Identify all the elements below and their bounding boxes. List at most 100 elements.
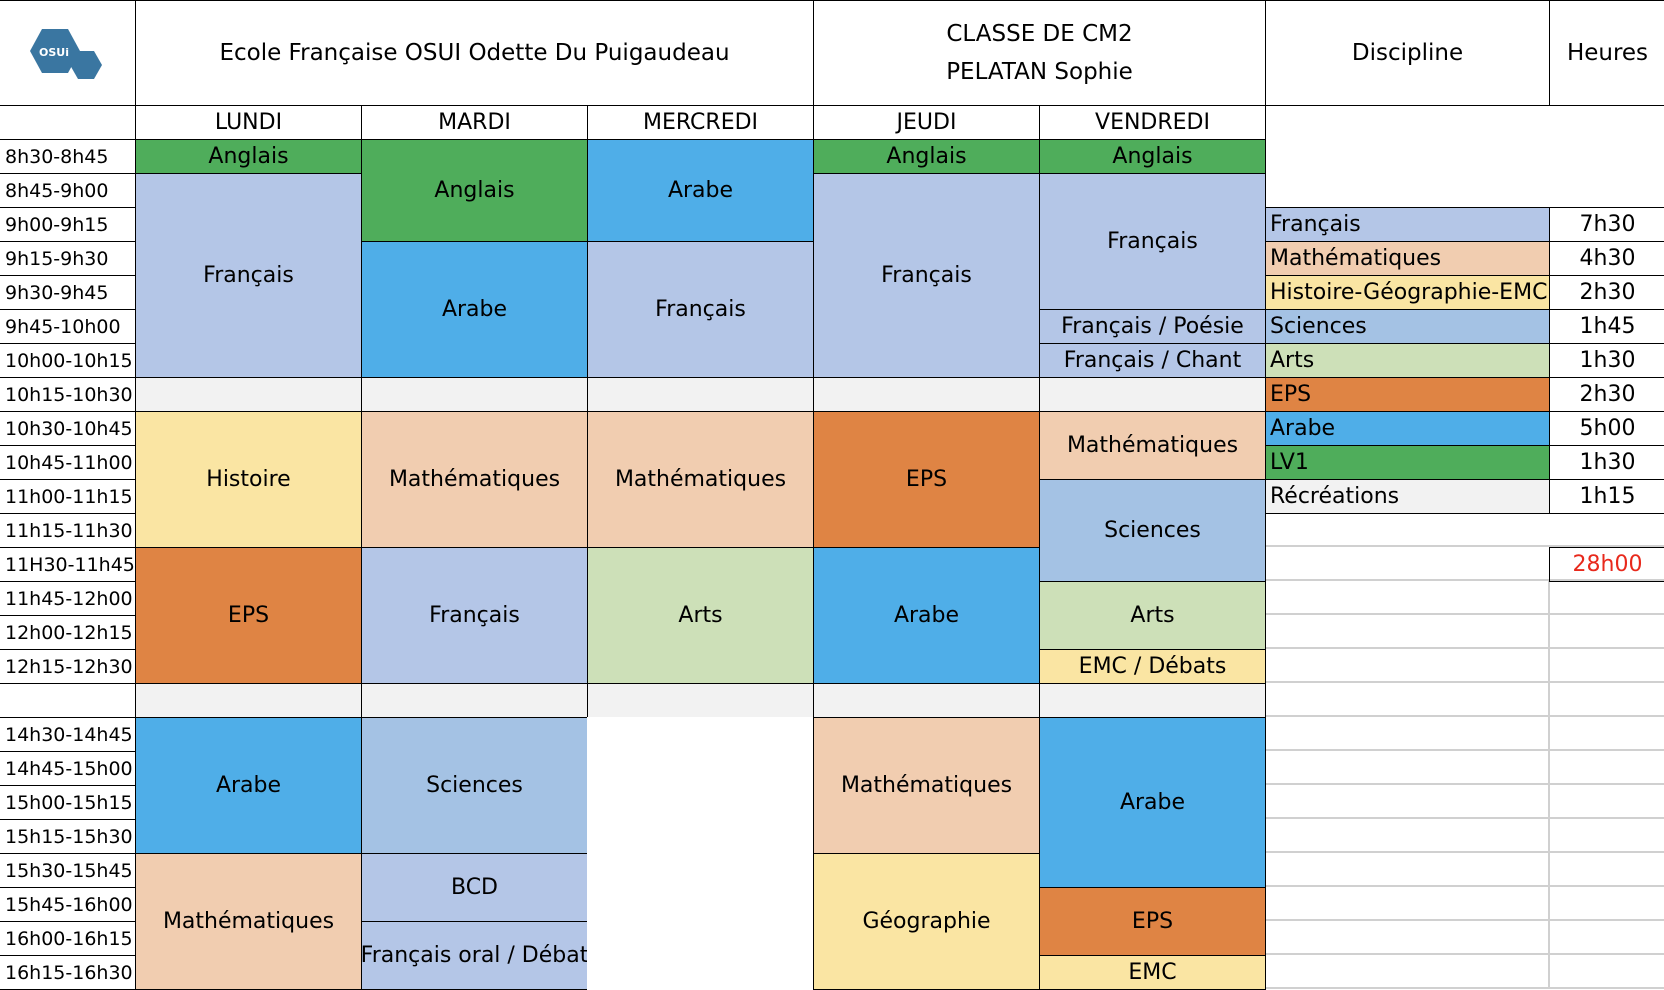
discipline-hours: 2h30 [1549,275,1664,310]
lesson-block: Français [361,547,588,684]
lesson-block: Arabe [361,241,588,378]
lesson-block: Français / Chant [1039,343,1266,378]
break-block [135,377,362,412]
day-header-lundi: LUNDI [135,105,362,140]
grid-line [1265,716,1664,751]
grid-line [1265,648,1664,683]
lesson-block: Mathématiques [135,853,362,990]
grid-line [1265,920,1664,955]
divider [1265,207,1664,208]
lesson-block: Sciences [1039,479,1266,582]
time-slot: 15h30-15h45 [0,853,136,888]
discipline-hours: 1h45 [1549,309,1664,344]
lesson-block: EMC / Débats [1039,649,1266,684]
total-hours: 28h00 [1549,547,1664,582]
time-slot: 8h30-8h45 [0,139,136,174]
lesson-block: Anglais [1039,139,1266,174]
school-name: Ecole Française OSUI Odette Du Puigaudea… [135,0,814,106]
grid-line [1548,581,1550,989]
discipline-hours: 5h00 [1549,411,1664,446]
discipline-label: LV1 [1265,445,1550,480]
lesson-block: Français [1039,173,1266,310]
time-slot: 9h30-9h45 [0,275,136,310]
teacher-name: PELATAN Sophie [946,59,1133,85]
time-slot: 15h00-15h15 [0,785,136,820]
empty-block [587,717,814,990]
lesson-block: Arabe [813,547,1040,684]
break-block [587,683,814,718]
lesson-block: Mathématiques [587,411,814,548]
break-block [1039,377,1266,412]
lunch-break-row [0,683,136,718]
discipline-label: Récréations [1265,479,1550,514]
time-slot: 15h45-16h00 [0,887,136,922]
time-slot: 9h45-10h00 [0,309,136,344]
grid-line [1265,580,1664,615]
logo-cell: OSUi [0,0,136,106]
break-block [135,683,362,718]
time-slot: 9h15-9h30 [0,241,136,276]
day-header-mardi: MARDI [361,105,588,140]
break-block [1039,683,1266,718]
day-header-blank [0,105,136,140]
lesson-block: Français [135,173,362,378]
break-block [361,683,588,718]
lesson-block: EPS [1039,887,1266,956]
time-slot: 11H30-11h45 [0,547,136,582]
lesson-block: Français / Poésie [1039,309,1266,344]
lesson-block: BCD [361,853,588,922]
lesson-block: Français [813,173,1040,378]
lesson-block: Sciences [361,717,588,854]
lesson-block: Histoire [135,411,362,548]
lesson-block: Géographie [813,853,1040,990]
lesson-block: Français oral / Débat [361,921,588,990]
lesson-block: Anglais [813,139,1040,174]
lesson-block: Arabe [135,717,362,854]
discipline-label: Mathématiques [1265,241,1550,276]
lesson-block: Mathématiques [813,717,1040,854]
time-slot: 14h30-14h45 [0,717,136,752]
break-block [587,377,814,412]
discipline-hours: 2h30 [1549,377,1664,412]
lesson-block: Français [587,241,814,378]
hours-header: Heures [1549,0,1664,106]
time-slot: 15h15-15h30 [0,819,136,854]
time-slot: 10h45-11h00 [0,445,136,480]
grid-line [1265,682,1664,717]
time-slot: 12h15-12h30 [0,649,136,684]
lesson-block: Arabe [587,139,814,242]
lesson-block: Mathématiques [1039,411,1266,480]
time-slot: 10h30-10h45 [0,411,136,446]
grid-line [1265,614,1664,649]
discipline-header: Discipline [1265,0,1550,106]
time-slot: 9h00-9h15 [0,207,136,242]
time-slot: 11h15-11h30 [0,513,136,548]
break-block [813,683,1040,718]
lesson-block: Arts [1039,581,1266,650]
time-slot: 12h00-12h15 [0,615,136,650]
lesson-block: Arabe [1039,717,1266,888]
lesson-block: Mathématiques [361,411,588,548]
discipline-hours: 4h30 [1549,241,1664,276]
discipline-label: Français [1265,207,1550,242]
osui-logo: OSUi [29,29,102,79]
grid-line [1265,750,1664,785]
time-slot: 11h45-12h00 [0,581,136,616]
time-slot: 8h45-9h00 [0,173,136,208]
grid-line [1265,954,1664,989]
break-block [813,377,1040,412]
time-slot: 10h15-10h30 [0,377,136,412]
lesson-block: Anglais [361,139,588,242]
lesson-block: Anglais [135,139,362,174]
discipline-hours: 7h30 [1549,207,1664,242]
grid-line [1265,546,1664,581]
lesson-block: EMC [1039,955,1266,990]
class-name: CLASSE DE CM2 [946,21,1133,47]
grid-line [1265,512,1664,547]
discipline-label: Histoire-Géographie-EMC [1265,275,1550,310]
discipline-hours: 1h15 [1549,479,1664,514]
class-info: CLASSE DE CM2 PELATAN Sophie [813,0,1266,106]
day-header-jeudi: JEUDI [813,105,1040,140]
grid-line [1265,852,1664,887]
discipline-label: Arts [1265,343,1550,378]
